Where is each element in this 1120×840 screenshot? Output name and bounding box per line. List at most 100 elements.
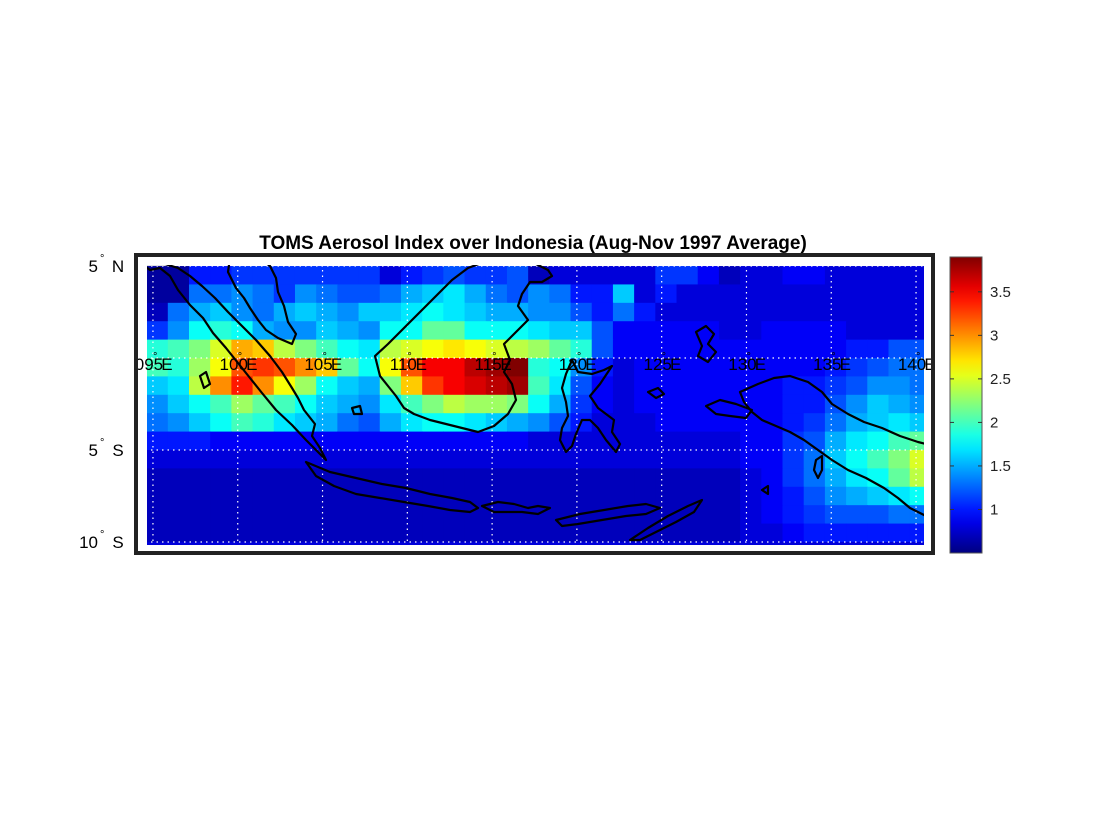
heatmap-cell	[824, 431, 847, 451]
heatmap-cell	[909, 468, 924, 488]
heatmap-cell	[506, 486, 529, 506]
heatmap-cell	[188, 541, 211, 545]
heatmap-cell	[506, 505, 529, 525]
heatmap-cell	[676, 468, 699, 488]
coastlines	[147, 265, 924, 542]
heatmap-cell	[909, 284, 924, 304]
heatmap-cell	[422, 486, 444, 506]
heatmap-cell	[824, 541, 847, 545]
heatmap-cell	[422, 321, 444, 341]
heatmap-cell	[740, 302, 762, 322]
heatmap-cell	[824, 486, 847, 506]
heatmap-cell	[740, 449, 762, 469]
heatmap-cell	[718, 505, 741, 525]
heatmap-cell	[528, 431, 550, 451]
heatmap-cell	[506, 266, 529, 286]
map-frame	[134, 253, 935, 555]
heatmap-cell	[422, 358, 444, 378]
heatmap-cell	[846, 358, 868, 378]
heatmap-cell	[252, 394, 275, 414]
colorbar-tick-label: 1	[990, 501, 998, 518]
heatmap-cell	[273, 358, 296, 378]
heatmap-cell	[846, 468, 868, 488]
heatmap-cell	[570, 468, 593, 488]
lon-label-number: 120	[559, 355, 587, 374]
heatmap-cell	[888, 413, 911, 433]
heatmap-cell	[591, 302, 614, 322]
heatmap-cell	[358, 358, 381, 378]
heatmap-cell	[994, 303, 1016, 322]
heatmap-cell	[147, 486, 169, 506]
heatmap-cell	[803, 541, 826, 545]
coastline-seram	[704, 398, 754, 420]
heatmap-cell	[379, 358, 402, 378]
heatmap-cell	[400, 302, 423, 322]
heatmap-cell	[803, 486, 826, 506]
heatmap-cell	[782, 523, 805, 543]
heatmap-cell	[909, 376, 924, 396]
heatmap-cell	[210, 266, 232, 286]
heatmap-cell	[867, 266, 890, 286]
lon-label: 120° E	[559, 351, 597, 374]
heatmap-cell	[528, 284, 550, 304]
heatmap-cell	[188, 505, 211, 525]
heatmap-cell	[612, 302, 635, 322]
heatmap-cell	[210, 413, 232, 433]
heatmap-cell	[612, 284, 635, 304]
heatmap-cell	[634, 358, 656, 378]
heatmap-cell	[909, 266, 924, 286]
heatmap-cell	[782, 284, 805, 304]
heatmap-cell	[528, 302, 550, 322]
heatmap-cell	[485, 449, 508, 469]
heatmap-cell	[655, 394, 678, 414]
lat-label-number: 10	[79, 533, 98, 552]
heatmap-cell	[909, 394, 924, 414]
heatmap-cell	[867, 302, 890, 322]
heatmap-cell	[422, 266, 444, 286]
heatmap-cell	[634, 523, 656, 543]
heatmap-cell	[400, 358, 423, 378]
heatmap-cell	[761, 505, 784, 525]
heatmap-cell	[316, 321, 338, 341]
degree-symbol: °	[100, 437, 104, 449]
heatmap-cell	[782, 358, 805, 378]
heatmap-cell	[570, 339, 593, 359]
heatmap-cell	[570, 394, 593, 414]
heatmap-cell	[443, 302, 466, 322]
lat-label: 5 ° S	[89, 437, 124, 460]
heatmap-cell	[718, 376, 741, 396]
heatmap-cell	[167, 302, 190, 322]
heatmap-cell	[846, 413, 868, 433]
heatmap-cell	[676, 413, 699, 433]
heatmap-cell	[147, 468, 169, 488]
heatmap-cell	[252, 266, 275, 286]
graticule-labels: 095° E 100° E 105° E 110° E 115° E 120° E 125° E 130° E…	[79, 253, 936, 552]
heatmap-cell	[252, 523, 275, 543]
heatmap-cell	[867, 339, 890, 359]
heatmap-cell	[803, 449, 826, 469]
heatmap-cell	[549, 468, 572, 488]
heatmap-cell	[612, 339, 635, 359]
heatmap-cell	[443, 394, 466, 414]
lon-label-hemisphere: E	[840, 355, 851, 374]
heatmap-cell	[718, 321, 741, 341]
heatmap-cell	[803, 431, 826, 451]
heatmap-cell	[591, 266, 614, 286]
heatmap-cell	[273, 486, 296, 506]
heatmap-cell	[506, 523, 529, 543]
heatmap-cell	[697, 413, 720, 433]
heatmap-cell	[252, 505, 275, 525]
heatmap-cell	[824, 266, 847, 286]
heatmap-cell	[464, 468, 487, 488]
heatmap-cell	[697, 541, 720, 545]
heatmap-cell	[316, 541, 338, 545]
degree-symbol: °	[492, 351, 496, 363]
heatmap-cell	[782, 486, 805, 506]
heatmap-cell	[655, 266, 678, 286]
heatmap-cell	[994, 266, 1016, 285]
heatmap-cell	[570, 449, 593, 469]
heatmap-cell	[888, 376, 911, 396]
heatmap-cell	[400, 376, 423, 396]
heatmap-cell	[867, 486, 890, 506]
heatmap-cell	[846, 505, 868, 525]
